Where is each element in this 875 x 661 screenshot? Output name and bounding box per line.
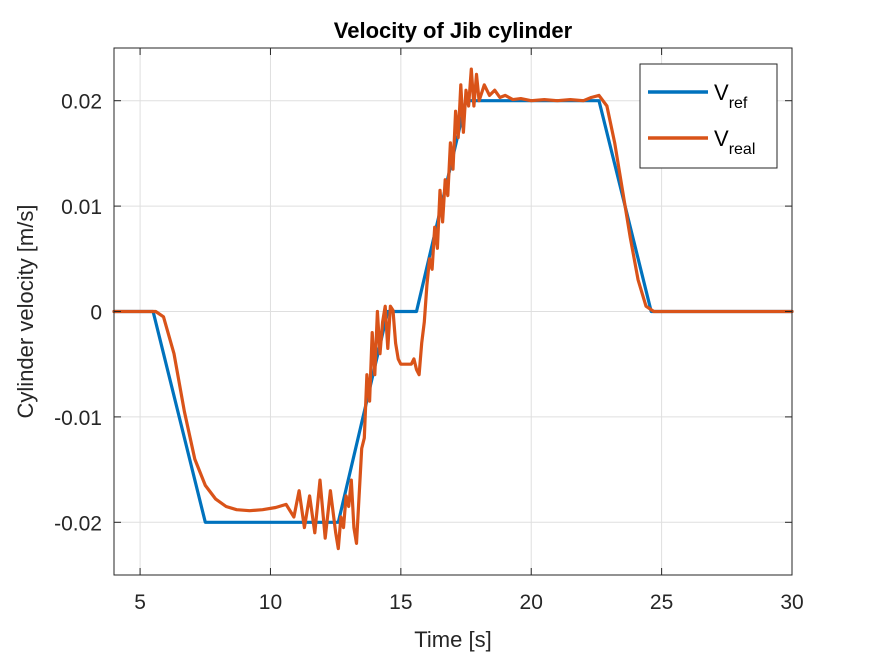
y-tick-label: 0.01 [61,196,102,219]
chart-title: Velocity of Jib cylinder [334,18,573,43]
legend-label: Vref [714,80,748,112]
x-tick-label: 30 [780,591,803,614]
y-tick-label: -0.02 [54,512,102,535]
legend-label-main: V [714,126,729,151]
x-tick-label: 10 [259,591,282,614]
legend-label-main: V [714,80,729,105]
x-tick-label: 15 [389,591,412,614]
x-tick-label: 20 [520,591,543,614]
legend-label-subscript: ref [729,95,748,112]
y-tick-label: -0.01 [54,407,102,430]
y-axis-title: Cylinder velocity [m/s] [13,205,38,419]
x-axis-title: Time [s] [414,627,491,652]
ticks: 5 10 15 20 25 30 -0.02 -0.01 0 0.01 0.02 [54,48,804,614]
series-line-vreal [112,67,794,551]
y-tick-label: 0.02 [61,91,102,114]
series-lines [112,67,794,551]
legend-label: Vreal [714,126,755,158]
legend-label-subscript: real [729,141,756,158]
x-tick-label: 25 [650,591,673,614]
legend-box [639,63,778,169]
x-tick-label: 5 [134,591,146,614]
y-tick-label: 0 [90,302,102,325]
